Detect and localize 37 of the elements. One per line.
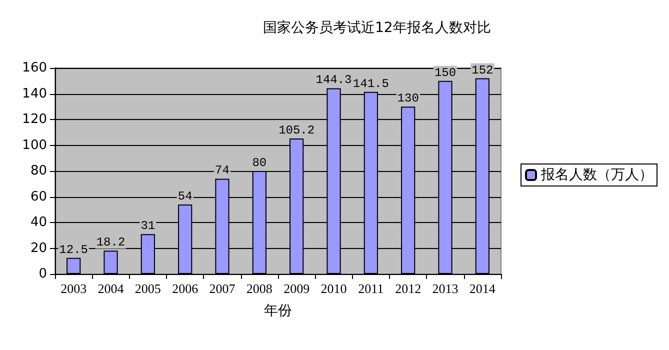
y-tick-label: 40 xyxy=(30,215,47,230)
x-tick-label: 2009 xyxy=(284,281,310,296)
x-tick-label: 2004 xyxy=(98,281,124,296)
y-tick-label: 120 xyxy=(22,112,47,127)
data-label: 80 xyxy=(252,156,267,170)
x-tick-label: 2003 xyxy=(60,281,87,296)
x-tick-label: 2008 xyxy=(246,281,272,296)
x-tick-label: 2010 xyxy=(320,281,347,296)
data-label: 54 xyxy=(178,189,192,204)
y-tick-label: 20 xyxy=(30,240,47,256)
data-label: 150 xyxy=(434,66,456,80)
x-tick-label: 2011 xyxy=(358,281,384,296)
x-tick-label: 2013 xyxy=(432,281,458,296)
legend-label: 报名人数（万人） xyxy=(540,167,653,183)
x-tick-label: 2012 xyxy=(395,281,422,296)
data-label: 31 xyxy=(140,219,156,234)
data-label: 18.2 xyxy=(96,236,126,250)
x-tick-label: 2005 xyxy=(134,281,161,296)
y-tick-label: 140 xyxy=(22,86,47,102)
data-label: 141.5 xyxy=(352,76,389,91)
data-label: 12.5 xyxy=(59,242,88,257)
y-tick-label: 60 xyxy=(30,189,47,204)
x-tick-label: 2007 xyxy=(209,281,236,296)
bar xyxy=(66,258,81,274)
data-label: 74 xyxy=(215,164,230,178)
x-tick-label: 2006 xyxy=(172,281,199,296)
y-tick-label: 80 xyxy=(30,164,47,178)
data-label: 144.3 xyxy=(316,73,352,88)
data-label: 130 xyxy=(397,92,419,106)
y-tick-label: 160 xyxy=(22,60,47,76)
y-tick-label: 100 xyxy=(22,138,47,153)
x-tick-label: 2014 xyxy=(469,281,496,296)
y-tick-label: 0 xyxy=(38,266,47,282)
data-label: 105.2 xyxy=(278,124,315,138)
chart-title: 国家公务员考试近12年报名人数对比 xyxy=(263,20,491,36)
x-axis-title: 年份 xyxy=(264,303,292,319)
data-label: 152 xyxy=(472,63,494,78)
